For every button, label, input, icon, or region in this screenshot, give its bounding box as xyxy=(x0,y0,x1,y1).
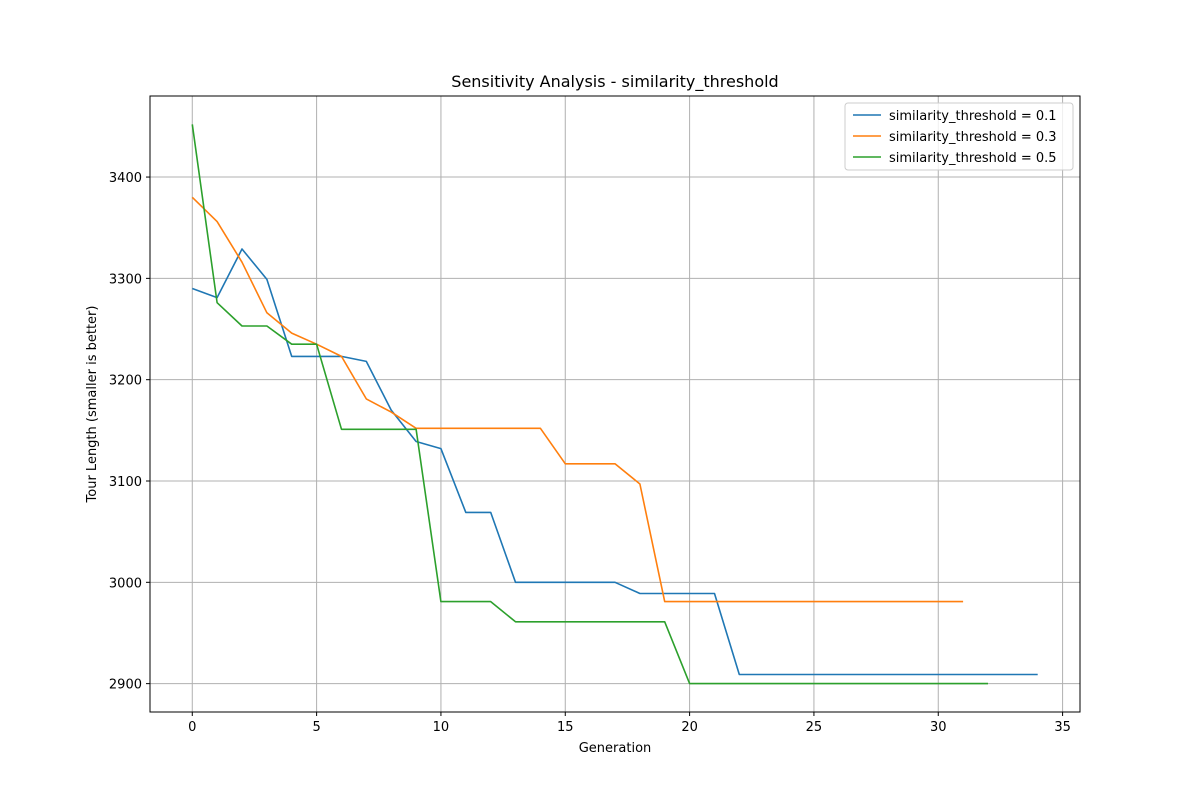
x-axis-title: Generation xyxy=(579,741,652,756)
y-tick-label: 3300 xyxy=(109,272,142,287)
y-tick-label: 3400 xyxy=(109,171,142,186)
y-axis-title: Tour Length (smaller is better) xyxy=(85,306,100,504)
series-lines xyxy=(191,124,1038,685)
x-tick-label: 5 xyxy=(312,720,320,735)
legend: similarity_threshold = 0.1 similarity_thr… xyxy=(844,102,1074,171)
series-line-1 xyxy=(192,248,1038,676)
x-tick-label: 0 xyxy=(188,720,196,735)
series-line-2 xyxy=(191,196,964,603)
x-tick-label: 15 xyxy=(557,720,574,735)
axis-ticks: 0 5 10 15 20 25 30 35 2900 3000 3100 3200 3300 3400 xyxy=(109,171,1071,735)
legend-box xyxy=(844,102,1074,171)
series-line-3 xyxy=(191,124,988,685)
x-tick-label: 25 xyxy=(806,720,823,735)
plot-frame xyxy=(149,95,1081,713)
x-tick-label: 20 xyxy=(681,720,698,735)
legend-label-1: similarity_threshold = 0.1 xyxy=(889,109,1057,124)
y-tick-label: 2900 xyxy=(109,678,142,693)
x-tick-label: 30 xyxy=(930,720,947,735)
legend-label-2: similarity_threshold = 0.3 xyxy=(889,130,1057,145)
y-tick-label: 3000 xyxy=(109,576,142,591)
chart-title: Sensitivity Analysis - similarity_thresh… xyxy=(451,72,778,92)
y-tick-label: 3100 xyxy=(109,475,142,490)
x-tick-label: 10 xyxy=(433,720,450,735)
x-tick-label: 35 xyxy=(1054,720,1071,735)
legend-label-3: similarity_threshold = 0.5 xyxy=(889,151,1057,166)
y-tick-label: 3200 xyxy=(109,374,142,389)
